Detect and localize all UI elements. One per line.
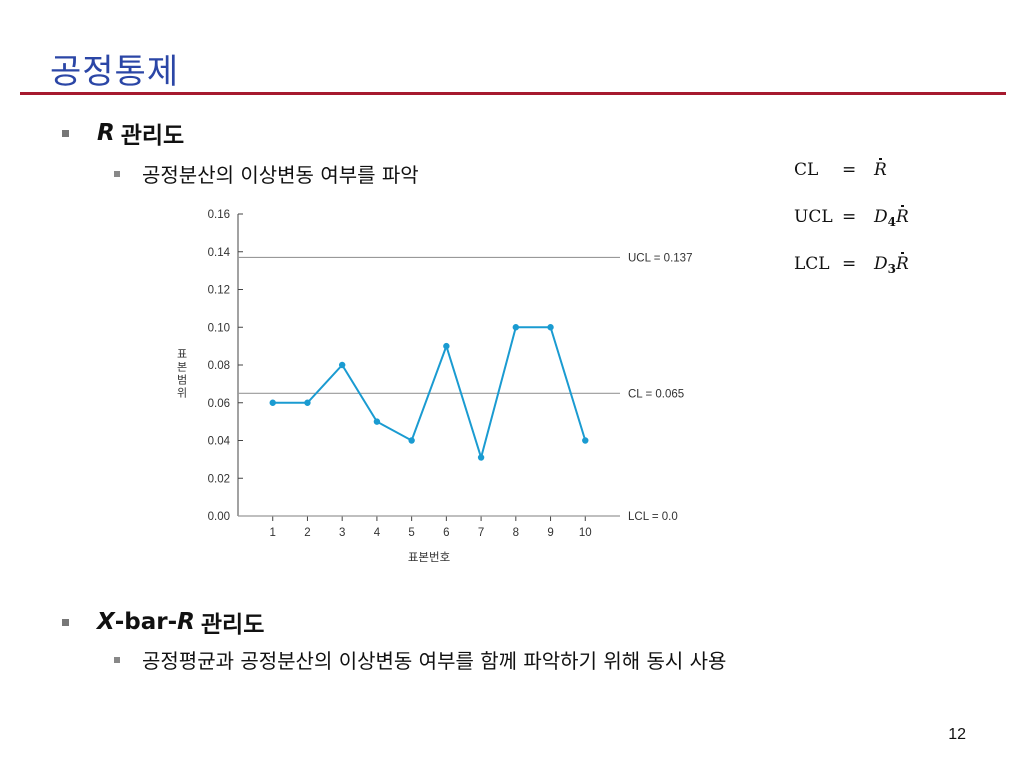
bullet-r-chart: R 관리도 xyxy=(62,116,184,150)
formula-lcl-sub: 3 xyxy=(887,262,896,276)
r-control-chart: 0.00 0.02 0.04 0.06 0.08 0.10 0.12 0.14 0.16 1 2 3… xyxy=(177,209,693,564)
y-tick-label: 0.16 xyxy=(208,209,230,221)
y-tick-label: 0.10 xyxy=(208,322,230,334)
formula-ucl-r: R xyxy=(896,205,909,227)
formula-lcl-d: D xyxy=(874,254,888,274)
x-tick-label: 9 xyxy=(547,527,553,539)
bullet-square-icon xyxy=(114,170,120,177)
control-line-label: UCL = 0.137 xyxy=(628,252,692,264)
data-point xyxy=(443,342,450,350)
y-tick-label: 0.14 xyxy=(208,247,231,259)
x-tick-label: 4 xyxy=(374,527,381,539)
y-tick-label: 0.04 xyxy=(208,436,231,448)
control-line-label: LCL = 0.0 xyxy=(628,511,678,523)
bullet-xbar-r-italic: R xyxy=(177,609,195,635)
data-point xyxy=(408,437,415,444)
x-axis: 1 2 3 4 5 6 7 8 9 10 xyxy=(270,516,592,539)
formula-lcl-r: R xyxy=(896,252,909,274)
bullet-xbar-r-sub: 공정평균과 공정분산의 이상변동 여부를 함께 파악하기 위해 동시 사용 xyxy=(114,645,726,674)
control-line-label: CL = 0.065 xyxy=(628,388,684,400)
x-axis-label: 표본번호 xyxy=(408,550,450,564)
formula-cl-label: CL xyxy=(794,160,819,180)
bullet-r-text: 관리도 xyxy=(120,123,185,149)
bullet-square-icon xyxy=(62,129,69,137)
formula-lcl-label: LCL xyxy=(794,254,830,274)
bullet-xbar-text: 관리도 xyxy=(200,612,265,638)
bullet-square-icon xyxy=(62,618,69,626)
page-number: 12 xyxy=(948,726,966,743)
data-point xyxy=(338,361,346,369)
y-tick-label: 0.06 xyxy=(208,398,230,410)
bullet-xbar-mid: -bar- xyxy=(114,609,178,635)
y-tick-label: 0.08 xyxy=(208,360,230,372)
data-point xyxy=(582,437,589,444)
y-axis: 0.00 0.02 0.04 0.06 0.08 0.10 0.12 0.14 0.16 xyxy=(208,209,243,523)
x-tick-label: 8 xyxy=(513,527,519,539)
data-point xyxy=(304,399,311,406)
formula-cl-value: R xyxy=(874,158,887,180)
series-r xyxy=(269,324,589,462)
formula-lcl-eq: = xyxy=(842,254,857,274)
data-point xyxy=(512,324,520,331)
formula-cl: CL = R xyxy=(794,158,909,207)
formula-ucl-sub: 4 xyxy=(887,215,896,229)
x-tick-label: 10 xyxy=(579,527,592,539)
bullet-r-italic: R xyxy=(97,120,115,146)
control-lines: UCL = 0.137 CL = 0.065 LCL = 0.0 xyxy=(238,252,692,523)
x-tick-label: 7 xyxy=(478,527,484,539)
bullet-r-chart-sub: 공정분산의 이상변동 여부를 파악 xyxy=(114,159,419,188)
x-tick-label: 2 xyxy=(304,527,310,539)
bullet-r-sub-text: 공정분산의 이상변동 여부를 파악 xyxy=(142,163,419,187)
formula-ucl-eq: = xyxy=(842,207,857,227)
data-point xyxy=(477,454,485,461)
bullet-xbar-sub-text: 공정평균과 공정분산의 이상변동 여부를 함께 파악하기 위해 동시 사용 xyxy=(142,649,727,673)
data-point xyxy=(547,324,554,331)
series-line xyxy=(272,326,587,462)
formula-ucl-d: D xyxy=(874,207,888,227)
formula-ucl-label: UCL xyxy=(794,207,833,227)
slide-title: 공정통제 xyxy=(50,52,180,92)
data-point xyxy=(269,399,276,406)
y-tick-label: 0.02 xyxy=(208,473,230,485)
bullet-square-icon xyxy=(114,656,120,663)
x-tick-label: 6 xyxy=(443,527,449,539)
bullet-xbar-r: X -bar- R 관리도 xyxy=(62,605,264,639)
title-divider xyxy=(20,92,1006,95)
x-tick-label: 1 xyxy=(270,527,276,539)
x-tick-label: 3 xyxy=(339,527,345,539)
y-tick-label: 0.12 xyxy=(208,285,230,297)
data-point xyxy=(373,418,381,425)
bullet-xbar-x: X xyxy=(97,609,115,635)
x-tick-label: 5 xyxy=(408,527,414,539)
y-tick-label: 0.00 xyxy=(208,511,230,523)
formula-cl-eq: = xyxy=(842,160,857,180)
